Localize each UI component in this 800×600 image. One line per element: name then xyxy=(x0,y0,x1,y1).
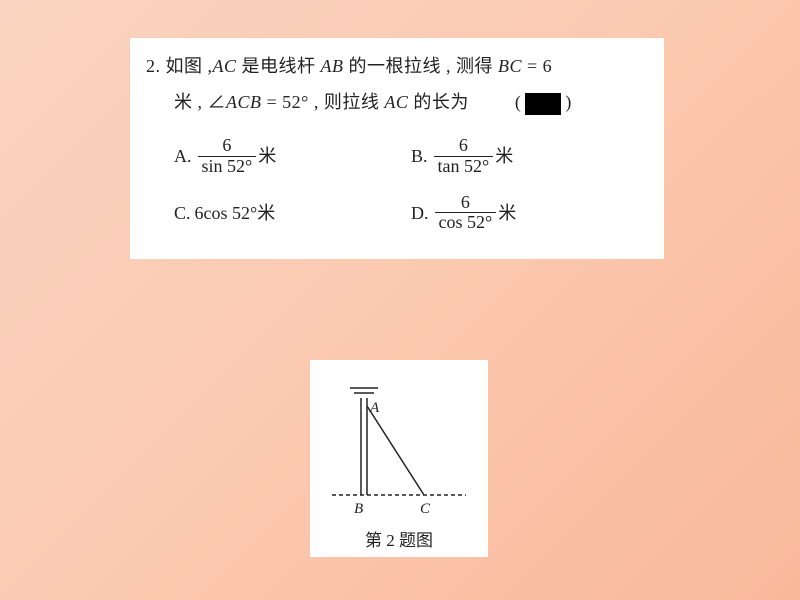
fraction: 6 tan 52° xyxy=(434,136,494,177)
figure-caption: 第 2 题图 xyxy=(320,526,478,551)
svg-text:C: C xyxy=(420,501,431,517)
option-c: C. 6cos 52°米 xyxy=(174,185,411,242)
option-b: B. 6 tan 52° 米 xyxy=(411,128,648,185)
svg-text:B: B xyxy=(354,501,363,517)
svg-text:A: A xyxy=(369,400,380,416)
question-panel: 2. 如图 ,AC 是电线杆 AB 的一根拉线 , 测得 BC = 6 米 , … xyxy=(130,38,664,259)
question-number: 2. xyxy=(146,56,161,76)
answer-blank xyxy=(525,93,561,115)
question-line-2: 米 , ∠ACB = 52° , 则拉线 AC 的长为 () xyxy=(146,84,648,120)
fraction: 6 cos 52° xyxy=(435,193,497,234)
options-group: A. 6 sin 52° 米 B. 6 tan 52° 米 C. 6cos 52… xyxy=(146,128,648,241)
fraction: 6 sin 52° xyxy=(198,136,257,177)
question-line-1: 2. 如图 ,AC 是电线杆 AB 的一根拉线 , 测得 BC = 6 xyxy=(146,48,648,84)
option-d: D. 6 cos 52° 米 xyxy=(411,185,648,242)
figure-panel: A B C 第 2 题图 xyxy=(310,360,488,557)
diagram-svg: A B C xyxy=(324,370,474,520)
option-a: A. 6 sin 52° 米 xyxy=(174,128,411,185)
